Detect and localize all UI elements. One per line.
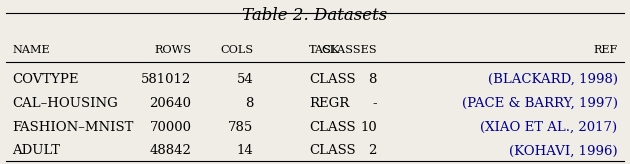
Text: 8: 8 <box>245 97 253 110</box>
Text: 785: 785 <box>228 121 253 134</box>
Text: CLASS: CLASS <box>309 73 355 86</box>
Text: 8: 8 <box>369 73 377 86</box>
Text: CLASS: CLASS <box>309 121 355 134</box>
Text: NAME: NAME <box>13 45 50 55</box>
Text: (KOHAVI, 1996): (KOHAVI, 1996) <box>509 144 617 157</box>
Text: CLASS: CLASS <box>309 144 355 157</box>
Text: ROWS: ROWS <box>154 45 192 55</box>
Text: -: - <box>372 97 377 110</box>
Text: FASHION–MNIST: FASHION–MNIST <box>13 121 134 134</box>
Text: 20640: 20640 <box>149 97 192 110</box>
Text: 48842: 48842 <box>150 144 192 157</box>
Text: ADULT: ADULT <box>13 144 60 157</box>
Text: CLASSES: CLASSES <box>321 45 377 55</box>
Text: 581012: 581012 <box>141 73 192 86</box>
Text: 14: 14 <box>236 144 253 157</box>
Text: 10: 10 <box>360 121 377 134</box>
Text: REF: REF <box>593 45 617 55</box>
Text: COVTYPE: COVTYPE <box>13 73 79 86</box>
Text: (XIAO ET AL., 2017): (XIAO ET AL., 2017) <box>481 121 617 134</box>
Text: 2: 2 <box>369 144 377 157</box>
Text: CAL–HOUSING: CAL–HOUSING <box>13 97 118 110</box>
Text: 54: 54 <box>236 73 253 86</box>
Text: (PACE & BARRY, 1997): (PACE & BARRY, 1997) <box>462 97 617 110</box>
Text: (BLACKARD, 1998): (BLACKARD, 1998) <box>488 73 617 86</box>
Text: TASK: TASK <box>309 45 340 55</box>
Text: 70000: 70000 <box>149 121 192 134</box>
Text: COLS: COLS <box>220 45 253 55</box>
Text: REGR: REGR <box>309 97 349 110</box>
Text: Table 2. Datasets: Table 2. Datasets <box>243 7 387 24</box>
